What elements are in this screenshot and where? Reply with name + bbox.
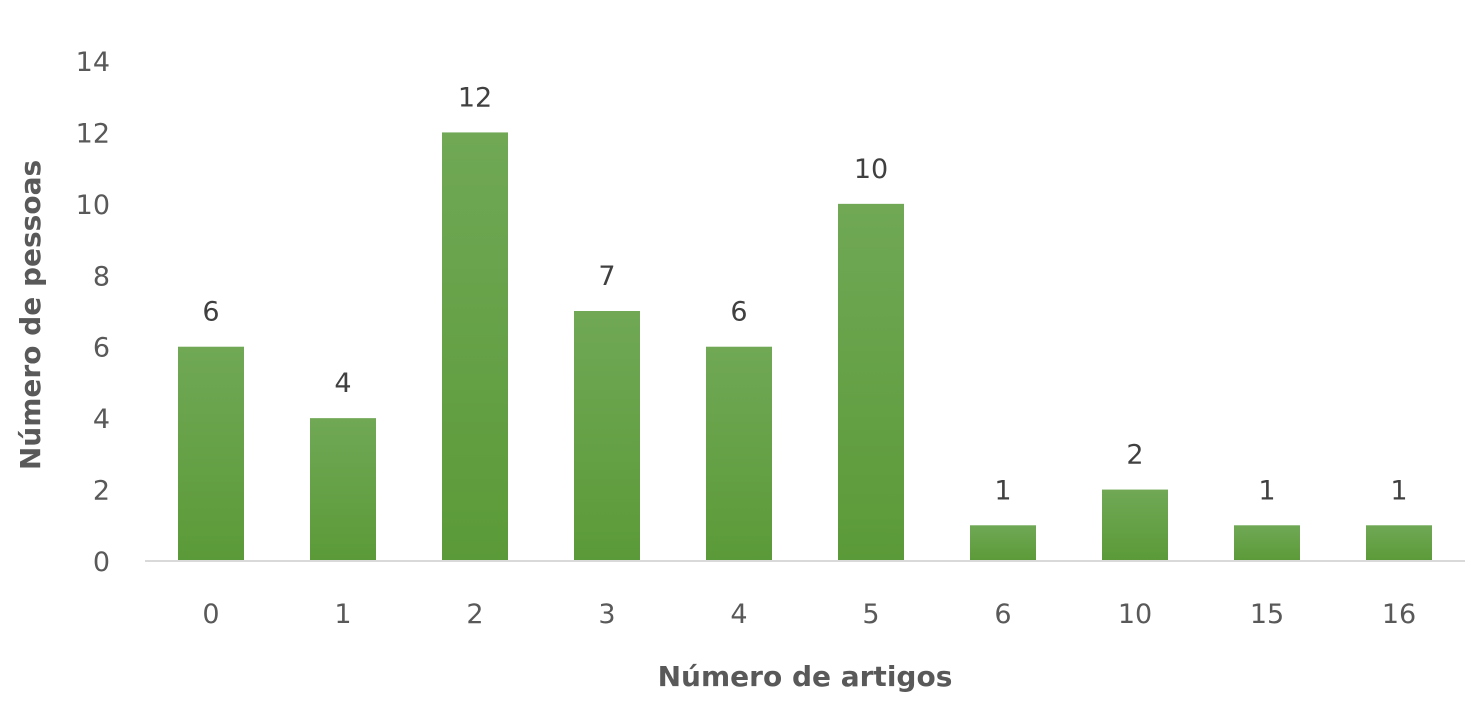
- x-tick-label-4: 4: [730, 599, 747, 630]
- y-tick-label: 12: [76, 118, 110, 149]
- x-axis-ticks: 0 1 2 3 4 5 6 10 15 16: [202, 599, 1416, 630]
- x-tick-label-0: 0: [202, 599, 219, 630]
- y-tick-label: 6: [93, 333, 110, 364]
- data-label-2: 12: [458, 82, 492, 113]
- data-label-16: 1: [1390, 475, 1407, 506]
- bars: [178, 132, 1432, 561]
- y-tick-label: 14: [76, 47, 110, 78]
- bar-3: [574, 311, 640, 561]
- data-label-10: 2: [1126, 440, 1143, 471]
- x-tick-label-16: 16: [1382, 599, 1416, 630]
- data-label-0: 6: [202, 297, 219, 328]
- data-label-15: 1: [1258, 475, 1275, 506]
- y-axis-title: Número de pessoas: [14, 160, 47, 470]
- x-tick-label-5: 5: [862, 599, 879, 630]
- x-tick-label-6: 6: [994, 599, 1011, 630]
- bar-4: [706, 346, 772, 561]
- x-tick-label-1: 1: [334, 599, 351, 630]
- data-label-5: 10: [854, 154, 888, 185]
- y-axis-ticks: 0 2 4 6 8 10 12 14: [76, 47, 110, 578]
- data-label-6: 1: [994, 475, 1011, 506]
- data-label-3: 7: [598, 261, 615, 292]
- data-label-1: 4: [334, 368, 351, 399]
- y-tick-label: 4: [93, 404, 110, 435]
- x-tick-label-15: 15: [1250, 599, 1284, 630]
- y-tick-label: 10: [76, 190, 110, 221]
- x-axis-title: Número de artigos: [658, 660, 953, 693]
- x-tick-label-3: 3: [598, 599, 615, 630]
- y-tick-label: 8: [93, 261, 110, 292]
- x-tick-label-10: 10: [1118, 599, 1152, 630]
- y-tick-label: 0: [93, 547, 110, 578]
- bar-0: [178, 346, 244, 561]
- bar-16: [1366, 525, 1432, 561]
- y-tick-label: 2: [93, 476, 110, 507]
- bar-1: [310, 418, 376, 561]
- bar-6: [970, 525, 1036, 561]
- bar-5: [838, 203, 904, 561]
- x-tick-label-2: 2: [466, 599, 483, 630]
- data-label-4: 6: [730, 297, 747, 328]
- bar-2: [442, 132, 508, 561]
- bar-10: [1102, 489, 1168, 561]
- bar-15: [1234, 525, 1300, 561]
